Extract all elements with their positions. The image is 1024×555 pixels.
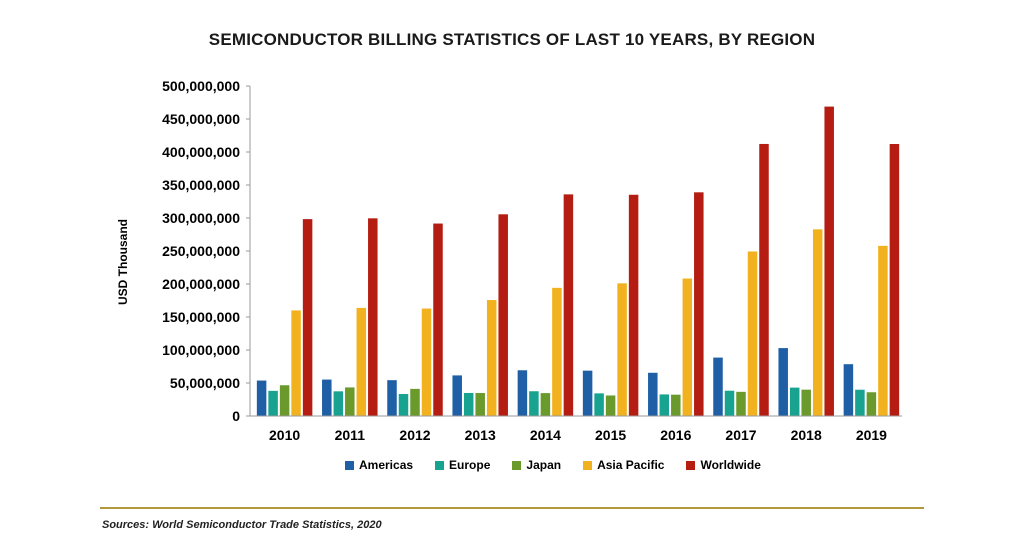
bar-asia-pacific-2010 [291, 310, 301, 416]
legend-swatch [583, 460, 593, 470]
bar-worldwide-2013 [498, 214, 508, 416]
y-tick-label: 450,000,000 [162, 111, 240, 127]
y-axis: 0 50,000,000 100,000,000 150,000,000 200,000… [162, 78, 251, 424]
bar-americas-2016 [648, 372, 658, 416]
bar-worldwide-2010 [302, 219, 313, 416]
bar-asia-pacific-2012 [421, 308, 432, 416]
x-tick-label: 2014 [530, 427, 561, 443]
bar-americas-2018 [778, 348, 788, 416]
bar-worldwide-2017 [759, 143, 769, 416]
legend-item-worldwide: Worldwide [686, 458, 761, 472]
y-tick-label: 150,000,000 [162, 309, 240, 325]
bars [256, 106, 900, 416]
bar-europe-2015 [594, 393, 604, 416]
legend-item-europe: Europe [435, 458, 490, 472]
bar-asia-pacific-2015 [617, 283, 627, 416]
x-tick-label: 2011 [335, 427, 366, 443]
bar-japan-2014 [540, 393, 551, 416]
bar-worldwide-2016 [694, 192, 704, 416]
legend-label: Worldwide [700, 458, 761, 472]
y-tick-label: 250,000,000 [162, 243, 240, 259]
y-tick-label: 400,000,000 [162, 144, 240, 160]
y-tick-label: 500,000,000 [162, 78, 240, 94]
bar-worldwide-2011 [368, 218, 378, 416]
bar-americas-2014 [517, 370, 528, 416]
bar-worldwide-2019 [889, 144, 900, 416]
bar-japan-2010 [279, 385, 290, 416]
y-tick-label: 100,000,000 [162, 342, 240, 358]
divider [100, 507, 924, 509]
y-tick-label: 50,000,000 [170, 375, 240, 391]
y-tick-label: 350,000,000 [162, 177, 240, 193]
x-tick-label: 2013 [465, 427, 496, 443]
bar-europe-2012 [398, 394, 409, 416]
legend-item-japan: Japan [512, 458, 561, 472]
legend-label: Europe [449, 458, 491, 472]
bar-japan-2012 [410, 388, 420, 416]
legend-swatch [435, 460, 445, 470]
legend-label: Japan [526, 458, 562, 472]
bar-worldwide-2015 [628, 194, 639, 416]
bar-americas-2012 [387, 380, 397, 416]
y-tick-label: 0 [232, 408, 240, 424]
legend-label: Americas [359, 458, 414, 472]
bar-americas-2011 [322, 379, 332, 416]
bar-worldwide-2014 [563, 194, 574, 416]
legend-item-asia-pacific: Asia Pacific [583, 458, 664, 472]
bar-europe-2018 [789, 387, 800, 416]
bar-japan-2019 [866, 392, 877, 416]
bar-asia-pacific-2014 [552, 287, 562, 416]
x-tick-label: 2015 [595, 427, 626, 443]
y-axis-title: USD Thousand [116, 219, 130, 305]
bar-asia-pacific-2019 [878, 245, 888, 416]
bar-japan-2016 [671, 394, 681, 416]
bar-americas-2013 [452, 375, 462, 416]
bar-asia-pacific-2016 [682, 278, 693, 416]
x-tick-label: 2010 [269, 427, 300, 443]
bar-worldwide-2012 [433, 223, 443, 416]
legend-swatch [686, 460, 696, 470]
bar-americas-2019 [843, 364, 854, 416]
x-tick-label: 2019 [856, 427, 887, 443]
legend-item-americas: Americas [345, 458, 413, 472]
legend: Americas Europe Japan Asia Pacific Worldwide [345, 458, 761, 472]
bar-japan-2015 [605, 395, 616, 416]
bar-asia-pacific-2017 [747, 251, 758, 416]
chart-title: SEMICONDUCTOR BILLING STATISTICS OF LAST… [208, 30, 816, 49]
bar-europe-2011 [333, 391, 344, 416]
x-tick-label: 2017 [725, 427, 756, 443]
x-axis: 2010 2011 2012 2013 2014 2015 2016 2017 2018 2019 [250, 415, 902, 443]
bar-japan-2013 [475, 393, 485, 416]
source-note: Sources: World Semiconductor Trade Stati… [102, 519, 382, 531]
bar-asia-pacific-2013 [486, 300, 497, 416]
bar-europe-2013 [463, 392, 474, 416]
x-tick-label: 2012 [399, 427, 430, 443]
bar-europe-2019 [855, 389, 865, 416]
legend-label: Asia Pacific [597, 458, 665, 472]
x-tick-label: 2016 [660, 427, 691, 443]
bar-worldwide-2018 [824, 106, 834, 416]
bar-japan-2011 [345, 387, 355, 416]
legend-swatch [512, 460, 522, 470]
bar-asia-pacific-2011 [356, 307, 367, 416]
bar-americas-2015 [582, 370, 593, 416]
legend-swatch [345, 460, 354, 470]
bar-japan-2018 [801, 389, 811, 416]
bar-europe-2017 [724, 390, 735, 416]
bar-americas-2010 [256, 380, 267, 416]
bar-japan-2017 [736, 391, 746, 416]
bar-europe-2014 [529, 391, 539, 416]
bar-europe-2016 [659, 394, 670, 416]
y-tick-label: 200,000,000 [162, 276, 240, 292]
x-tick-label: 2018 [791, 427, 822, 443]
y-tick-label: 300,000,000 [162, 210, 240, 226]
bar-europe-2010 [268, 390, 278, 416]
bar-asia-pacific-2018 [812, 229, 823, 416]
bar-americas-2017 [713, 357, 723, 416]
